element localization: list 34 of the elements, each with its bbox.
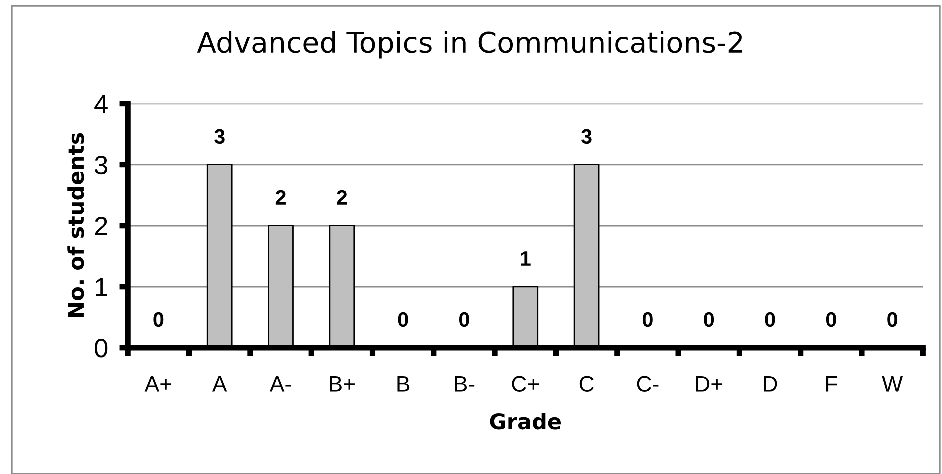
data-label: 1 (521, 252, 531, 266)
chart-title: Advanced Topics in Communications-2 (197, 31, 742, 59)
y-tick-label: 2 (95, 216, 108, 236)
data-label: 0 (704, 312, 714, 328)
x-tick-label: D+ (696, 376, 723, 392)
x-tick-label: D (764, 376, 778, 392)
data-label: 0 (398, 312, 408, 328)
y-tick-label: 3 (95, 156, 108, 175)
y-tick-label: 1 (96, 278, 108, 296)
data-label: 2 (276, 190, 286, 205)
x-tick-label: B- (455, 376, 475, 392)
data-label: 3 (214, 129, 225, 144)
x-tick-label: B+ (330, 376, 355, 392)
data-label: 0 (460, 312, 470, 328)
x-tick-label: C (580, 376, 594, 392)
x-tick-label: A- (270, 376, 292, 392)
data-label: 0 (888, 312, 898, 328)
y-tick-label: 0 (95, 339, 108, 358)
data-label: 3 (581, 129, 592, 144)
x-tick-label: F (826, 376, 838, 392)
x-axis-title: Grade (490, 413, 562, 430)
data-label: 0 (642, 312, 653, 328)
x-tick-label: B (398, 376, 410, 392)
x-tick-label: C- (637, 376, 659, 392)
data-label: 0 (154, 312, 164, 328)
data-label: 2 (337, 190, 348, 205)
x-tick-label: A+ (144, 376, 172, 392)
data-label: 0 (765, 312, 776, 328)
data-label: 0 (826, 312, 836, 328)
y-axis-title: No. of students (68, 133, 84, 318)
x-tick-label: W (882, 376, 903, 392)
x-tick-label: C+ (512, 376, 540, 392)
y-tick-label: 4 (94, 95, 108, 114)
x-tick-label: A (212, 376, 228, 392)
